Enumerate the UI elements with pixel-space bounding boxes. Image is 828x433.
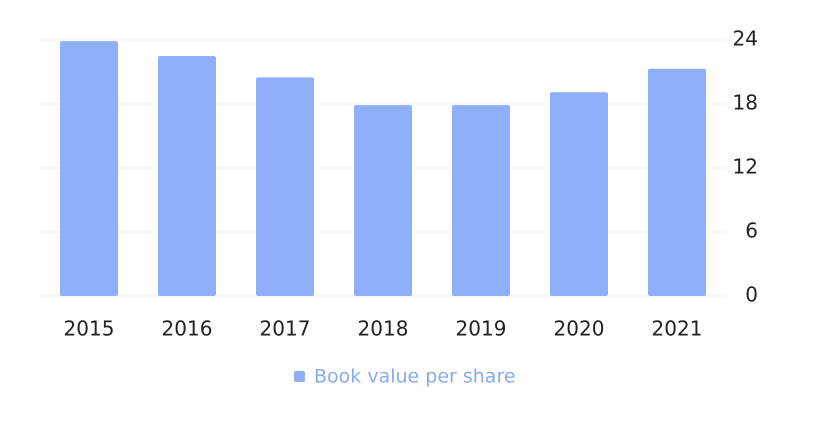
x-tick-label: 2018 [358, 317, 409, 341]
bar [256, 77, 314, 296]
bar [550, 92, 608, 297]
x-tick-label: 2015 [64, 317, 115, 341]
y-tick-label: 12 [733, 155, 758, 179]
bar [452, 105, 510, 296]
bar [354, 105, 412, 296]
bar [60, 41, 118, 296]
x-tick-label: 2016 [162, 317, 213, 341]
x-tick-label: 2021 [652, 317, 703, 341]
bar [158, 56, 216, 296]
y-tick-label: 24 [733, 27, 758, 51]
y-tick-label: 0 [745, 283, 758, 307]
x-tick-label: 2017 [260, 317, 311, 341]
legend-swatch[interactable] [294, 371, 305, 382]
legend-text[interactable]: Book value per share [314, 366, 516, 388]
y-tick-label: 18 [733, 91, 758, 115]
x-tick-label: 2020 [554, 317, 605, 341]
bar [648, 68, 706, 296]
y-tick-label: 6 [745, 219, 758, 243]
x-tick-label: 2019 [456, 317, 507, 341]
